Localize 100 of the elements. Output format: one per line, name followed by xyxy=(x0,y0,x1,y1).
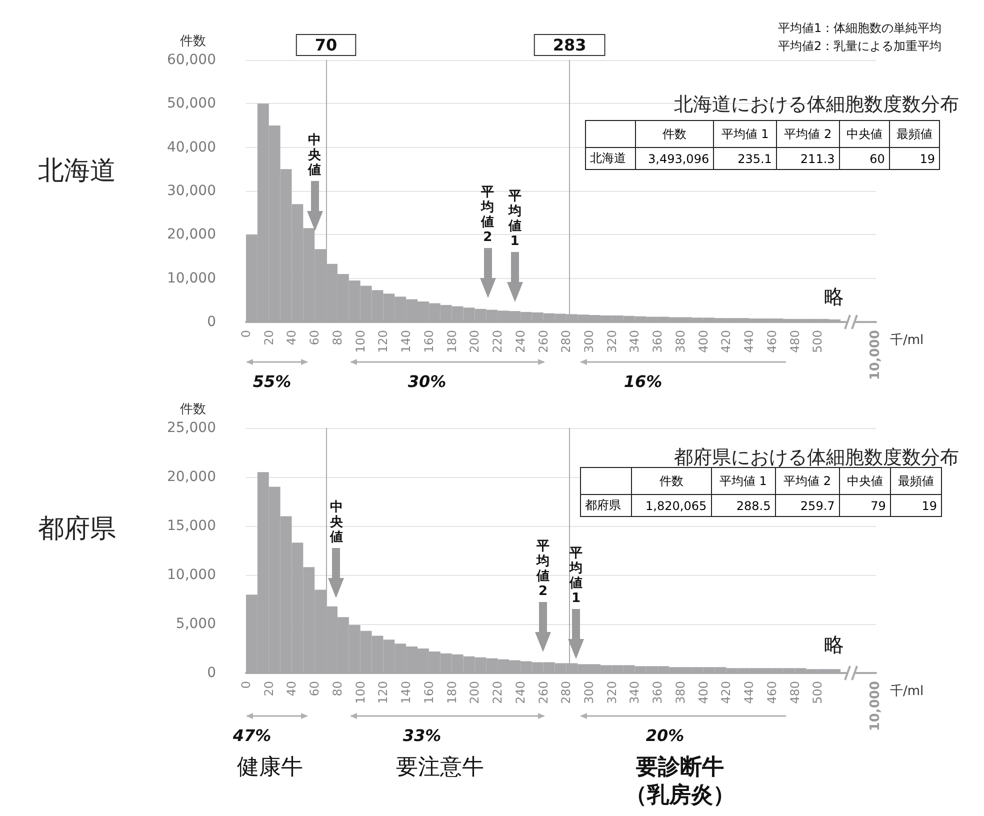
text: 16% xyxy=(624,372,662,391)
text: （乳房炎） xyxy=(625,782,735,810)
y-tick-label: 5,000 xyxy=(176,616,216,632)
text: 要診断牛 xyxy=(636,754,724,782)
text: 55% xyxy=(252,372,292,391)
y-tick-label: 40,000 xyxy=(167,139,216,156)
category-label: 平均値 2 xyxy=(776,120,840,148)
category-label: 平均値 1 xyxy=(714,120,776,148)
x-tick-label: 360 xyxy=(650,681,665,704)
x-tick-label: 460 xyxy=(764,330,779,353)
x-tick-label: 180 xyxy=(444,681,459,704)
category-label: 平均値 2 xyxy=(775,468,840,494)
text: 10,000 xyxy=(868,681,883,732)
x-tick-label: 320 xyxy=(604,681,619,704)
x-axis-title: 千/ml xyxy=(890,684,924,699)
text: 要注意牛 xyxy=(396,754,484,782)
ref-line-label: 70 xyxy=(314,36,338,54)
x-tick-label: 480 xyxy=(788,330,802,353)
category-label: 件数 xyxy=(636,120,714,148)
x-tick-label: 120 xyxy=(376,681,390,704)
annotation: 中央値 xyxy=(308,133,322,178)
x-tick-label: 360 xyxy=(650,330,665,353)
y-tick-label: 30,000 xyxy=(167,183,216,199)
x-tick-label: 420 xyxy=(719,330,734,353)
text: 北海道 xyxy=(38,156,116,186)
text: 33% xyxy=(402,726,442,745)
x-tick-label: 340 xyxy=(628,330,642,353)
text: 47% xyxy=(232,726,272,745)
category-label: 最頻値 xyxy=(889,120,940,148)
category-label: 最頻値 xyxy=(890,468,942,494)
x-tick-label: 500 xyxy=(810,681,825,704)
x-tick-label: 40 xyxy=(284,681,299,696)
x-tick-label: 280 xyxy=(559,330,574,353)
y-tick-label: 0 xyxy=(207,665,216,681)
text: 都府県における体細胞数度数分布 xyxy=(674,446,959,468)
x-tick-label: 240 xyxy=(513,681,528,704)
x-tick-label: 440 xyxy=(742,330,756,353)
x-tick-label: 0 xyxy=(239,330,253,338)
annotation: 中央値 xyxy=(329,500,344,544)
text: 北海道における体細胞数度数分布 xyxy=(674,94,959,116)
text: 30% xyxy=(408,372,446,391)
x-tick-label: 420 xyxy=(719,681,734,704)
text: 3,493,096 xyxy=(648,152,710,166)
text: 259.7 xyxy=(800,498,835,512)
text: 211.3 xyxy=(800,152,835,166)
text: 都府県 xyxy=(38,514,116,544)
annotation: 略 xyxy=(824,632,844,658)
x-tick-label: 400 xyxy=(696,330,710,353)
x-tick-label: 100 xyxy=(353,330,368,353)
text: 60 xyxy=(870,152,885,166)
x-tick-label: 320 xyxy=(604,330,619,353)
annotation: 平均値2 xyxy=(480,185,495,245)
annotation: 平均値2 xyxy=(536,539,550,599)
category-label: 中央値 xyxy=(839,468,890,494)
x-tick-label: 340 xyxy=(628,681,642,704)
ref-line-label: 283 xyxy=(552,36,586,54)
category-label: 北海道 xyxy=(590,151,626,165)
text: 平均値1：体細胞数の単純平均 xyxy=(778,20,942,37)
x-tick-label: 480 xyxy=(788,681,802,704)
text: 19 xyxy=(920,152,935,166)
text: 19 xyxy=(922,498,937,512)
text: 平均値2：乳量による加重平均 xyxy=(778,38,942,55)
x-tick-label: 260 xyxy=(536,330,550,353)
x-tick-label: 400 xyxy=(696,681,710,704)
x-tick-label: 20 xyxy=(262,681,276,696)
x-tick-label: 60 xyxy=(308,330,322,346)
x-tick-label: 440 xyxy=(742,681,756,704)
y-tick-label: 20,000 xyxy=(167,469,216,485)
text: 10,000 xyxy=(868,330,883,380)
text: 1,820,065 xyxy=(646,498,707,512)
category-label: 平均値 1 xyxy=(711,468,776,494)
x-tick-label: 460 xyxy=(764,681,779,704)
annotation: 略 xyxy=(824,284,844,310)
y-tick-label: 60,000 xyxy=(167,52,216,68)
y-axis-title: 件数 xyxy=(180,34,206,49)
x-tick-label: 200 xyxy=(468,330,482,353)
text: 79 xyxy=(870,498,886,512)
x-tick-label: 180 xyxy=(444,330,459,353)
x-tick-label: 20 xyxy=(262,330,276,346)
x-tick-label: 240 xyxy=(513,330,528,353)
text: 健康牛 xyxy=(237,754,303,782)
x-tick-label: 80 xyxy=(330,330,344,346)
y-tick-label: 15,000 xyxy=(167,518,216,534)
x-tick-label: 140 xyxy=(399,681,414,704)
x-tick-label: 80 xyxy=(330,681,344,696)
x-tick-label: 380 xyxy=(673,681,688,704)
text: 288.5 xyxy=(736,498,771,512)
category-label: 件数 xyxy=(632,468,712,494)
x-tick-label: 260 xyxy=(536,681,550,704)
x-tick-label: 100 xyxy=(353,681,368,704)
annotation: 平均値1 xyxy=(508,189,522,249)
x-tick-label: 220 xyxy=(490,681,505,704)
annotation: 平均値1 xyxy=(569,546,583,606)
x-tick-label: 0 xyxy=(239,681,253,689)
y-tick-label: 10,000 xyxy=(167,270,216,286)
x-tick-label: 140 xyxy=(399,330,414,353)
x-tick-label: 380 xyxy=(673,330,688,353)
y-tick-label: 25,000 xyxy=(167,420,216,436)
y-tick-label: 50,000 xyxy=(167,96,216,112)
text: 235.1 xyxy=(738,152,772,166)
